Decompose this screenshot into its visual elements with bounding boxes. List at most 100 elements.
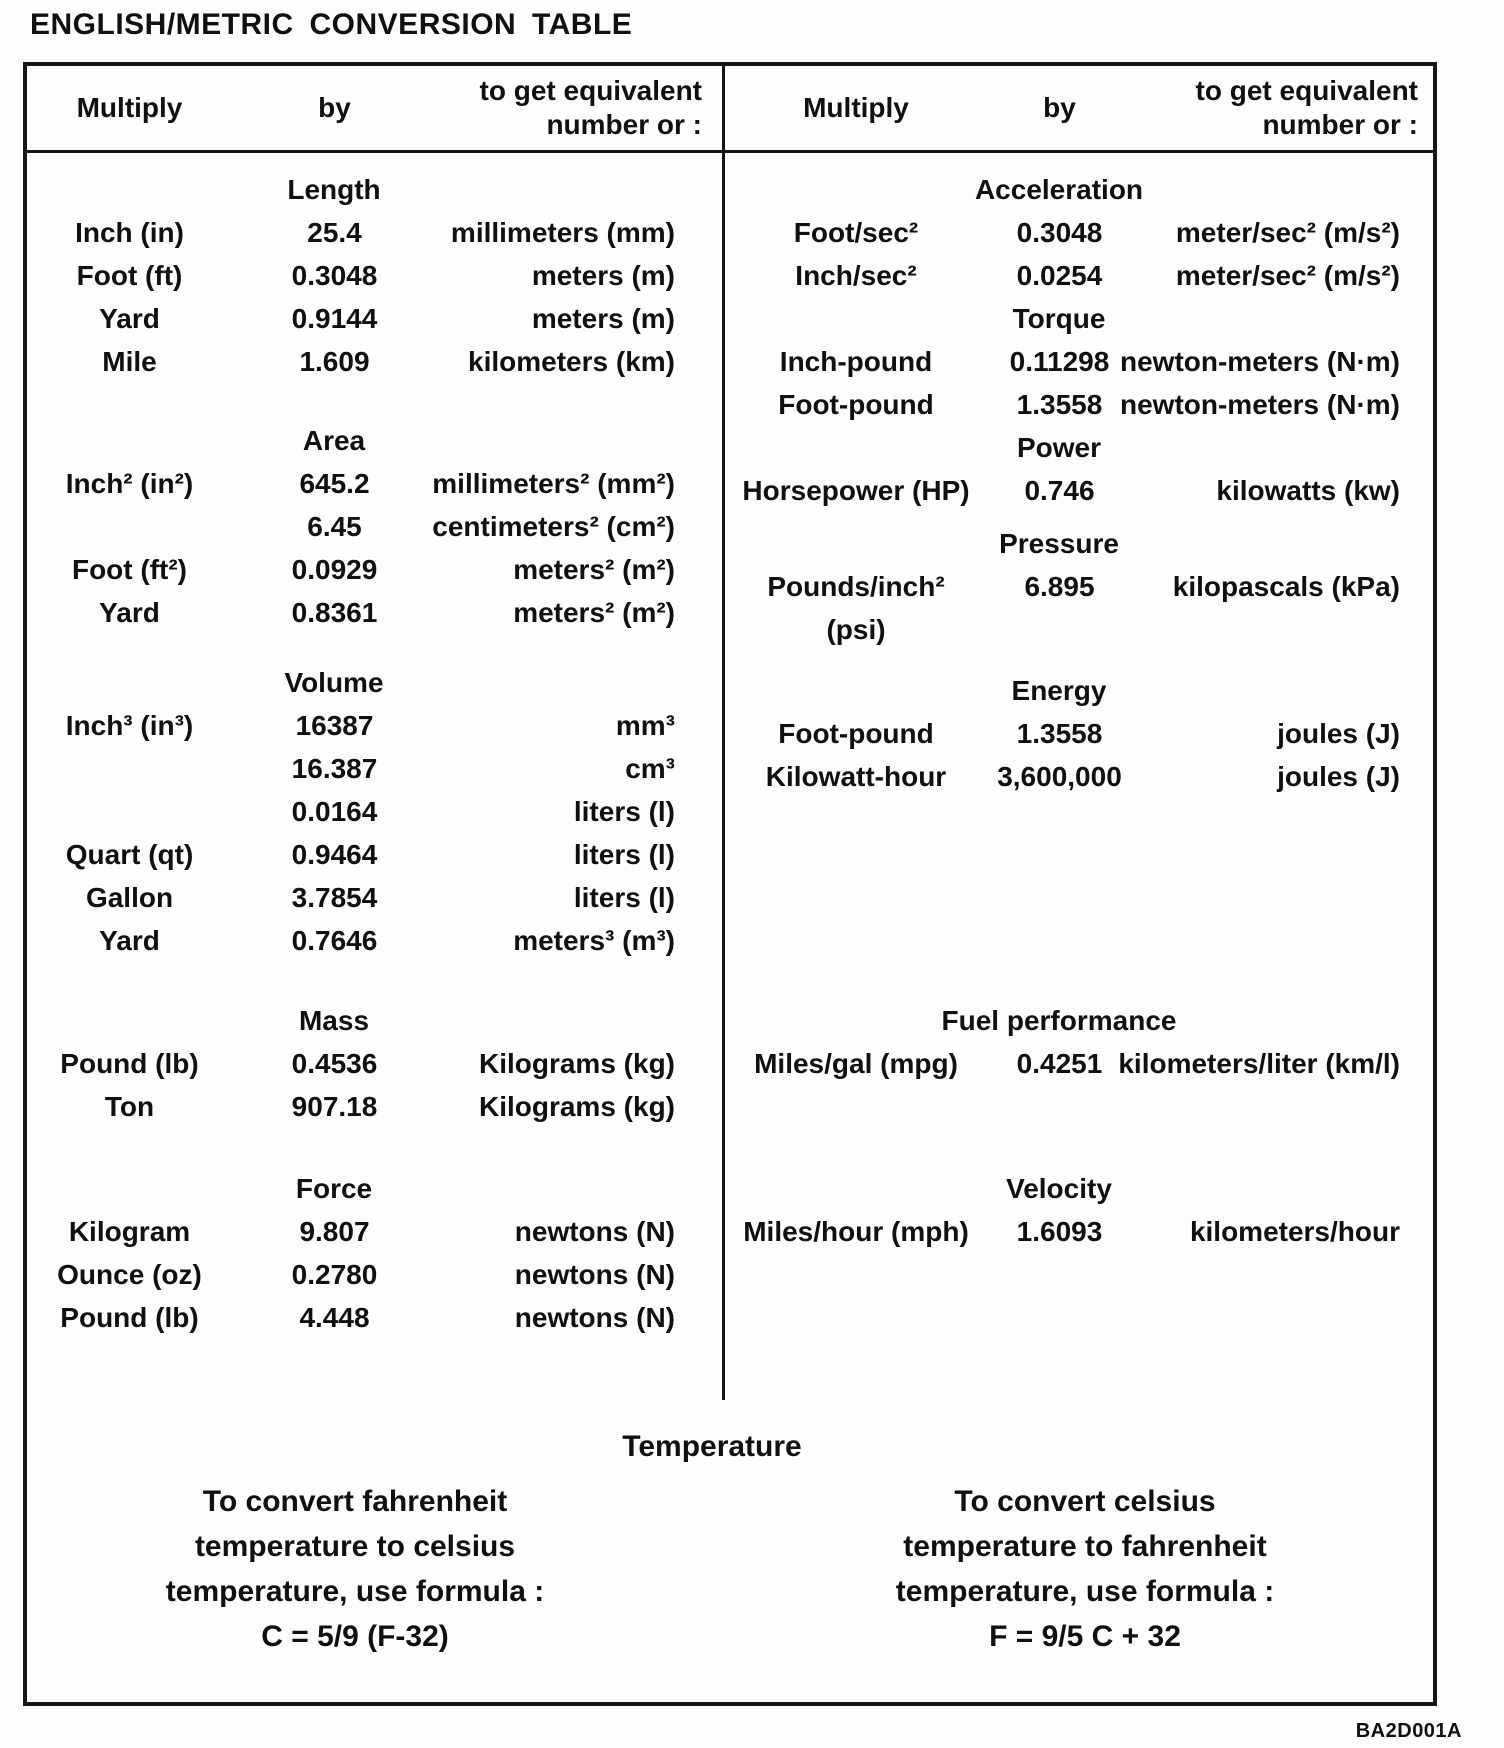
conversion-row: Pound (lb) 4.448 newtons (N): [27, 1296, 722, 1339]
conversion-factor: 0.0254: [1016, 260, 1103, 291]
conversion-row: Gallon 3.7854 liters (l): [27, 876, 722, 919]
multiply-unit: Miles/hour (mph): [743, 1216, 969, 1247]
section-heading-label: Velocity: [1006, 1173, 1112, 1204]
header-by: by: [1043, 92, 1076, 123]
section-heading-volume: Volume: [27, 661, 722, 704]
conversion-factor: 0.8361: [291, 597, 378, 628]
result-unit: newtons (N): [514, 1216, 675, 1247]
note-line: To convert fahrenheit: [202, 1485, 508, 1518]
result-unit: Kilograms (kg): [478, 1091, 675, 1122]
conversion-factor: 0.3048: [291, 260, 378, 291]
conversion-factor: 0.4536: [291, 1048, 378, 1079]
conversion-table: Multiply by to get equivalent number or …: [23, 62, 1437, 1706]
section-heading-pressure: Pressure: [725, 522, 1433, 565]
section-heading-energy: Energy: [725, 669, 1433, 712]
header-multiply: Multiply: [76, 92, 183, 123]
result-unit: meter/sec² (m/s²): [1175, 217, 1400, 248]
conversion-row: Miles/gal (mpg) 0.4251 kilometers/liter (k…: [725, 1042, 1433, 1085]
conversion-row: Yard 0.9144 meters (m): [27, 297, 722, 340]
conversion-factor: 1.3558: [1016, 389, 1103, 420]
section-heading-force: Force: [27, 1167, 722, 1210]
conversion-factor: 0.9144: [291, 303, 378, 334]
conversion-row: 0.0164 liters (l): [27, 790, 722, 833]
conversion-factor: 4.448: [299, 1302, 370, 1333]
section-heading-torque: Torque: [725, 297, 1433, 340]
conversion-factor: 645.2: [299, 468, 370, 499]
result-unit: meters² (m²): [513, 597, 675, 628]
result-unit: meters (m): [531, 303, 675, 334]
multiply-unit: Miles/gal (mpg): [754, 1048, 958, 1079]
conversion-factor: 907.18: [291, 1091, 378, 1122]
result-unit: millimeters² (mm²): [432, 468, 675, 499]
section-heading-label: Volume: [284, 667, 384, 698]
note-line: temperature to celsius: [194, 1530, 516, 1563]
result-unit: cm³: [625, 753, 675, 784]
conversion-row: Ounce (oz) 0.2780 newtons (N): [27, 1253, 722, 1296]
multiply-unit: Pounds/inch²: [767, 571, 945, 602]
multiply-unit: Ton: [104, 1091, 155, 1122]
multiply-unit: Foot (ft²): [71, 554, 188, 585]
result-unit: Kilograms (kg): [478, 1048, 675, 1079]
celsius-to-fahrenheit-note: To convert celsius temperature to fahren…: [835, 1479, 1335, 1659]
conversion-factor: 0.2780: [291, 1259, 378, 1290]
conversion-row: Miles/hour (mph) 1.6093 kilometers/hour: [725, 1210, 1433, 1253]
section-heading-label: Energy: [1011, 675, 1107, 706]
result-unit: joules (J): [1277, 718, 1400, 749]
conversion-row: Foot-pound 1.3558 newton-meters (N·m): [725, 383, 1433, 426]
result-unit: newtons (N): [514, 1259, 675, 1290]
multiply-unit: Foot (ft): [76, 260, 183, 291]
multiply-unit: Gallon: [85, 882, 174, 913]
section-heading-fuel-performance: Fuel performance: [725, 999, 1433, 1042]
header-by: by: [318, 92, 351, 123]
section-heading-label: Acceleration: [974, 174, 1144, 205]
conversion-factor: 0.746: [1024, 475, 1095, 506]
header-separator-line: [26, 150, 1434, 153]
conversion-row: Pounds/inch² 6.895 kilopascals (kPa): [725, 565, 1433, 608]
conversion-row: Yard 0.7646 meters³ (m³): [27, 919, 722, 962]
result-unit: kilowatts (kw): [1216, 475, 1400, 506]
result-unit: millimeters (mm): [450, 217, 675, 248]
result-unit: mm³: [615, 710, 675, 741]
conversion-row: Inch³ (in³) 16387 mm³: [27, 704, 722, 747]
conversion-factor: 16.387: [291, 753, 378, 784]
multiply-unit: Inch³ (in³): [65, 710, 194, 741]
multiply-unit: Yard: [99, 303, 160, 334]
note-line: To convert celsius: [954, 1485, 1216, 1518]
conversion-factor: 0.9464: [291, 839, 378, 870]
multiply-unit: Kilowatt-hour: [765, 761, 947, 792]
multiply-unit: (psi): [826, 614, 886, 645]
conversion-factor: 6.45: [307, 511, 362, 542]
section-heading-label: Mass: [298, 1005, 370, 1036]
conversion-factor: 3.7854: [291, 882, 378, 913]
result-unit: joules (J): [1277, 761, 1400, 792]
conversion-row: Inch (in) 25.4 millimeters (mm): [27, 211, 722, 254]
conversion-row: Kilogram 9.807 newtons (N): [27, 1210, 722, 1253]
page-title: ENGLISH/METRIC CONVERSION TABLE: [30, 8, 633, 41]
note-line: temperature, use formula :: [165, 1575, 545, 1608]
temperature-section-heading: Temperature: [622, 1430, 802, 1463]
conversion-row: Horsepower (HP) 0.746 kilowatts (kw): [725, 469, 1433, 512]
section-heading-label: Fuel performance: [941, 1005, 1177, 1036]
result-unit: newtons (N): [514, 1302, 675, 1333]
conversion-row: Mile 1.609 kilometers (km): [27, 340, 722, 383]
conversion-table-right-column: Acceleration Foot/sec² 0.3048 meter/sec² (m…: [725, 153, 1433, 1253]
multiply-unit: Kilogram: [68, 1216, 191, 1247]
conversion-factor: 6.895: [1024, 571, 1095, 602]
conversion-row: Foot/sec² 0.3048 meter/sec² (m/s²): [725, 211, 1433, 254]
conversion-factor: 1.609: [299, 346, 370, 377]
table-header-right: Multiply by to get equivalent number or …: [725, 66, 1433, 150]
section-heading-power: Power: [725, 426, 1433, 469]
header-result-line2: number or :: [1262, 109, 1418, 140]
conversion-factor: 0.11298: [1009, 346, 1110, 377]
section-heading-label: Length: [287, 174, 381, 205]
multiply-unit: Inch² (in²): [65, 468, 194, 499]
result-unit: liters (l): [573, 839, 675, 870]
conversion-factor: 25.4: [307, 217, 362, 248]
fahrenheit-to-celsius-note: To convert fahrenheit temperature to cel…: [105, 1479, 605, 1659]
multiply-unit: Inch/sec²: [795, 260, 917, 291]
conversion-factor: 0.0164: [291, 796, 378, 827]
conversion-row: Pound (lb) 0.4536 Kilograms (kg): [27, 1042, 722, 1085]
multiply-unit: Foot-pound: [778, 718, 934, 749]
result-unit: meters² (m²): [513, 554, 675, 585]
column-divider-line: [722, 66, 725, 1400]
